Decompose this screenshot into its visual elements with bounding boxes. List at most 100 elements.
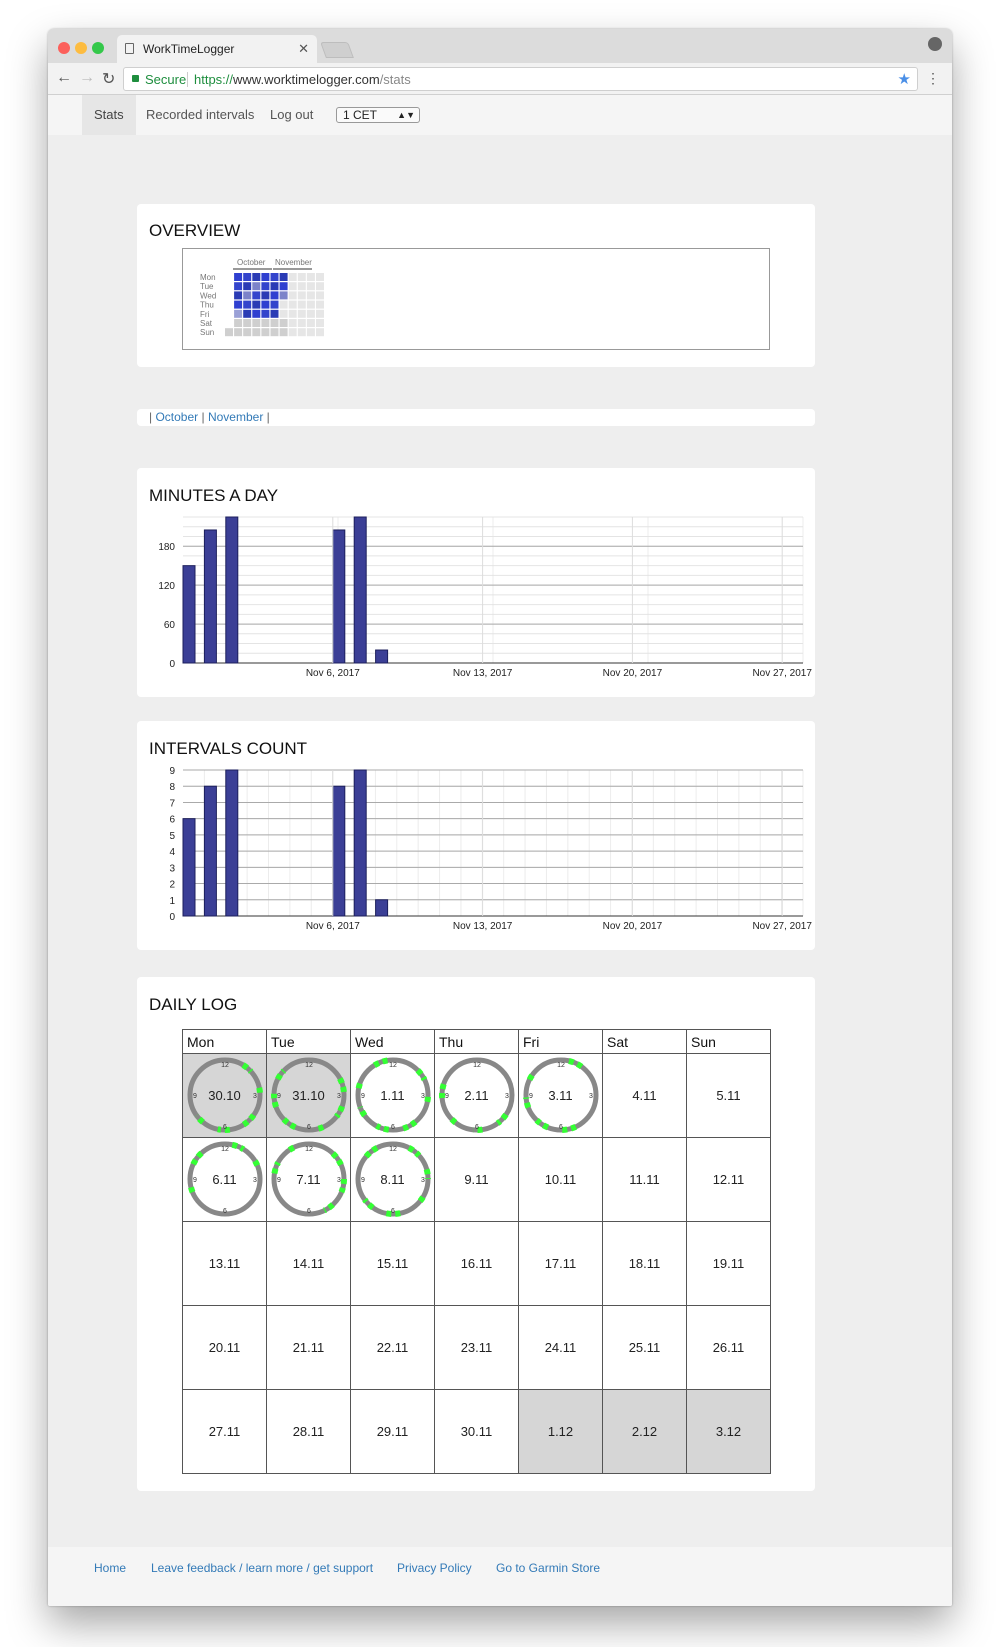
calendar-day-date: 30.11 xyxy=(460,1424,493,1439)
calendar-day-cell[interactable]: 15.11 xyxy=(350,1221,435,1306)
calendar-day-cell[interactable]: 4.11 xyxy=(602,1053,687,1138)
bookmark-star-icon[interactable]: ★ xyxy=(897,71,911,88)
intervals-bar[interactable] xyxy=(225,769,239,917)
site-navbar: Stats Recorded intervals Log out 1 CET ▲▼ xyxy=(48,95,952,135)
url-field[interactable]: Secure https://www.worktimelogger.com/st… xyxy=(123,67,918,91)
calendar-day-cell[interactable]: 12 3 6 9 30.10 xyxy=(182,1053,267,1138)
calendar-day-cell[interactable]: 12 3 6 9 31.10 xyxy=(266,1053,351,1138)
heatmap-cell xyxy=(252,300,261,309)
heatmap-day-label: Wed xyxy=(200,291,216,300)
calendar-day-cell[interactable]: 2.12 xyxy=(602,1389,687,1474)
calendar-day-cell[interactable]: 12.11 xyxy=(686,1137,771,1222)
browser-menu-icon[interactable]: ⋮ xyxy=(926,70,940,86)
calendar-day-cell[interactable]: 16.11 xyxy=(434,1221,519,1306)
calendar-day-cell[interactable]: 19.11 xyxy=(686,1221,771,1306)
maximize-window-button[interactable] xyxy=(92,42,104,54)
heatmap-cell xyxy=(288,300,297,309)
calendar-day-cell[interactable]: 10.11 xyxy=(518,1137,603,1222)
calendar-day-cell[interactable]: 12 3 6 9 7.11 xyxy=(266,1137,351,1222)
minimize-window-button[interactable] xyxy=(75,42,87,54)
calendar-day-cell[interactable]: 5.11 xyxy=(686,1053,771,1138)
clock-segment xyxy=(423,1096,431,1106)
minutes-bar[interactable] xyxy=(353,516,367,664)
minutes-bar[interactable] xyxy=(332,529,346,664)
calendar-day-cell[interactable]: 26.11 xyxy=(686,1305,771,1390)
heatmap-cell xyxy=(306,273,315,281)
calendar-day-cell[interactable]: 12 3 6 9 6.11 xyxy=(182,1137,267,1222)
calendar-day-cell[interactable]: 12 3 6 9 2.11 xyxy=(434,1053,519,1138)
clock-segment xyxy=(271,1161,281,1175)
calendar-day-cell[interactable]: 12 3 6 9 3.11 xyxy=(518,1053,603,1138)
calendar-day-date: 17.11 xyxy=(544,1256,577,1271)
link-november[interactable]: November xyxy=(207,410,264,424)
heatmap-day-label: Tue xyxy=(200,282,214,291)
heatmap-cell xyxy=(279,291,288,300)
x-tick-label: Nov 6, 2017 xyxy=(306,921,360,932)
calendar-day-cell[interactable]: 18.11 xyxy=(602,1221,687,1306)
heatmap-cell xyxy=(297,309,306,318)
calendar-day-cell[interactable]: 17.11 xyxy=(518,1221,603,1306)
heatmap-day-label: Mon xyxy=(200,273,216,282)
clock-segment xyxy=(322,1202,335,1214)
calendar-day-cell[interactable]: 11.11 xyxy=(602,1137,687,1222)
calendar-day-cell[interactable]: 22.11 xyxy=(350,1305,435,1390)
clock-segment xyxy=(287,1143,299,1153)
intervals-bar[interactable] xyxy=(203,785,217,917)
browser-tab[interactable]: WorkTimeLogger ✕ xyxy=(117,35,317,63)
calendar-day-cell[interactable]: 20.11 xyxy=(182,1305,267,1390)
calendar-day-cell[interactable]: 3.12 xyxy=(686,1389,771,1474)
calendar-day-cell[interactable]: 25.11 xyxy=(602,1305,687,1390)
footer-link-feedback[interactable]: Leave feedback / learn more / get suppor… xyxy=(151,1561,374,1575)
heatmap-cell xyxy=(234,309,243,318)
url-host: www.worktimelogger.com xyxy=(233,72,380,87)
back-icon[interactable]: ← xyxy=(56,69,72,86)
close-tab-icon[interactable]: ✕ xyxy=(298,41,309,56)
clock-segment xyxy=(415,1068,428,1082)
timezone-select[interactable]: 1 CET ▲▼ xyxy=(336,107,420,123)
nav-stats[interactable]: Stats xyxy=(82,95,136,135)
calendar-day-cell[interactable]: 30.11 xyxy=(434,1389,519,1474)
calendar-day-cell[interactable]: 9.11 xyxy=(434,1137,519,1222)
intervals-bar[interactable] xyxy=(182,818,196,917)
calendar-day-date: 3.11 xyxy=(548,1088,573,1103)
minutes-bar[interactable] xyxy=(225,516,239,664)
clock-hour-label: 9 xyxy=(193,1177,197,1184)
footer-link-privacy[interactable]: Privacy Policy xyxy=(397,1561,472,1575)
calendar-day-cell[interactable]: 12 3 6 9 8.11 xyxy=(350,1137,435,1222)
intervals-bar[interactable] xyxy=(375,899,389,917)
x-tick-label: Nov 27, 2017 xyxy=(752,921,812,932)
reload-icon[interactable]: ↻ xyxy=(102,71,116,88)
intervals-bar[interactable] xyxy=(353,769,367,917)
calendar-day-cell[interactable]: 27.11 xyxy=(182,1389,267,1474)
link-october[interactable]: October xyxy=(155,410,199,424)
calendar-day-cell[interactable]: 28.11 xyxy=(266,1389,351,1474)
minutes-bar[interactable] xyxy=(375,649,389,664)
weekday-header: Thu xyxy=(434,1029,519,1054)
calendar-day-cell[interactable]: 21.11 xyxy=(266,1305,351,1390)
calendar-day-date: 7.11 xyxy=(296,1172,321,1187)
profile-icon[interactable] xyxy=(928,37,942,51)
forward-icon[interactable]: → xyxy=(79,69,95,86)
heatmap-cell xyxy=(306,291,315,300)
calendar-day-date: 1.12 xyxy=(547,1424,574,1439)
calendar-day-cell[interactable]: 29.11 xyxy=(350,1389,435,1474)
x-tick-label: Nov 13, 2017 xyxy=(453,668,513,679)
intervals-bar[interactable] xyxy=(332,785,346,917)
calendar-day-cell[interactable]: 14.11 xyxy=(266,1221,351,1306)
clock-hour-label: 3 xyxy=(337,1093,341,1100)
minutes-bar[interactable] xyxy=(203,529,217,664)
footer-link-garmin-store[interactable]: Go to Garmin Store xyxy=(496,1561,601,1575)
footer-link-home[interactable]: Home xyxy=(94,1561,127,1575)
calendar-day-date: 16.11 xyxy=(460,1256,493,1271)
minutes-bar[interactable] xyxy=(182,565,196,664)
nav-recorded-intervals[interactable]: Recorded intervals xyxy=(146,107,255,122)
calendar-day-cell[interactable]: 23.11 xyxy=(434,1305,519,1390)
clock-hour-label: 3 xyxy=(253,1093,257,1100)
calendar-day-cell[interactable]: 13.11 xyxy=(182,1221,267,1306)
nav-log-out[interactable]: Log out xyxy=(270,107,314,122)
calendar-day-cell[interactable]: 1.12 xyxy=(518,1389,603,1474)
calendar-day-cell[interactable]: 24.11 xyxy=(518,1305,603,1390)
close-window-button[interactable] xyxy=(58,42,70,54)
calendar-day-cell[interactable]: 12 3 6 9 1.11 xyxy=(350,1053,435,1138)
new-tab-button[interactable] xyxy=(320,42,354,58)
